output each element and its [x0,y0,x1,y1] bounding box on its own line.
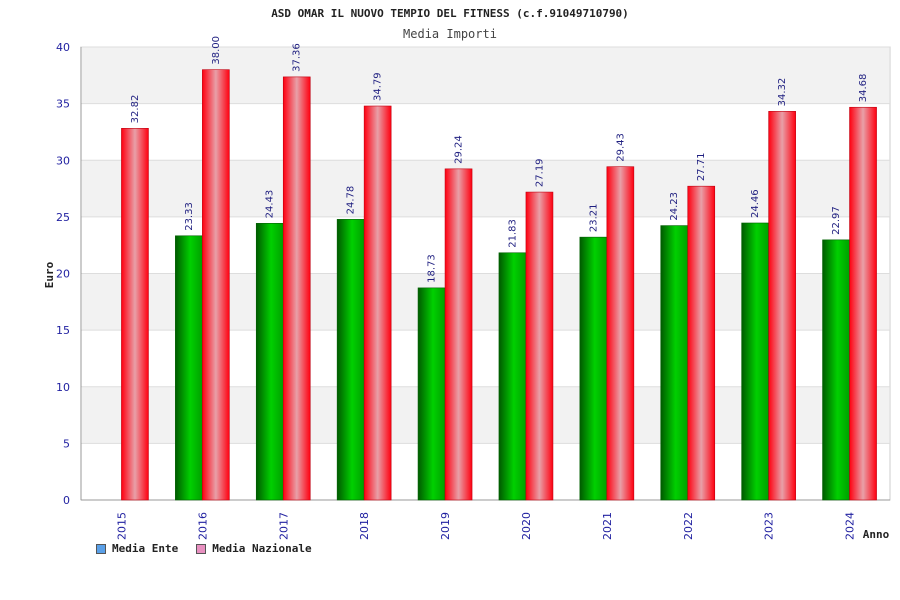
data-label: 34.79 [373,72,384,101]
x-tick-label: 2020 [520,512,533,540]
y-tick-label: 5 [63,437,70,450]
legend-label-nazionale: Media Nazionale [212,542,312,555]
x-tick-label: 2017 [277,512,290,540]
bar-media-ente [822,239,850,501]
x-tick-label: 2022 [682,512,695,540]
data-label: 21.83 [507,219,518,248]
bar-media-ente [498,252,527,501]
data-label: 37.36 [292,43,303,72]
data-label: 24.43 [265,190,276,219]
data-label: 24.46 [750,189,761,218]
y-tick-label: 25 [56,211,70,224]
bar-media-ente [741,222,769,501]
bar-media-nazionale [525,191,554,501]
chart-subtitle: Media Importi [403,27,497,41]
data-label: 38.00 [211,36,222,65]
legend-item-nazionale: Media Nazionale [196,542,312,555]
data-label: 24.23 [669,192,680,221]
bar-media-ente [336,219,365,501]
y-tick-label: 40 [56,41,70,54]
bar-media-ente [579,236,608,501]
legend-swatch-ente [96,543,106,554]
bar-media-nazionale [202,69,230,501]
bar-media-ente [417,287,446,501]
bars: 32.82 23.33 38.00 24.43 37.36 24.78 34.79 18.73… [121,36,877,501]
data-label: 23.21 [588,204,599,233]
y-tick-label: 0 [63,494,70,507]
bar-media-ente [175,235,203,501]
x-tick-label: 2021 [601,512,614,540]
bar-media-nazionale [849,106,877,501]
data-label: 24.78 [346,186,357,215]
bar-media-nazionale [444,168,473,501]
legend-item-ente: Media Ente [96,542,178,555]
y-axis-ticks: 0 5 10 15 20 25 30 35 40 [56,41,70,507]
data-label: 32.82 [130,95,141,124]
data-label: 34.68 [858,74,869,103]
legend: Media Ente Media Nazionale [96,542,312,555]
x-tick-label: 2016 [196,512,209,540]
x-axis-label: Anno [863,528,890,541]
bar-media-nazionale [606,166,635,501]
bar-media-nazionale [768,111,796,501]
legend-swatch-nazionale [196,543,207,554]
y-tick-label: 15 [56,324,70,337]
data-label: 18.73 [427,254,438,283]
y-tick-label: 20 [56,268,70,281]
data-label: 27.71 [696,153,707,182]
data-label: 22.97 [831,206,842,235]
x-tick-label: 2018 [358,512,371,540]
bar-media-nazionale [282,76,311,501]
y-tick-label: 10 [56,381,70,394]
data-label: 34.32 [777,78,788,107]
x-axis-ticks: 2015 2016 2017 2018 2019 2020 2021 2022 2023 2024 [115,512,856,540]
bar-media-ente [660,225,689,501]
bar-media-nazionale [687,185,716,501]
bar-media-nazionale [363,105,392,501]
y-tick-label: 35 [56,98,70,111]
chart-title: ASD OMAR IL NUOVO TEMPIO DEL FITNESS (c.… [271,7,629,20]
y-axis-label: Euro [43,261,56,288]
data-label: 23.33 [184,202,195,231]
x-tick-label: 2015 [115,512,128,540]
x-tick-label: 2024 [844,512,857,540]
bar-media-nazionale [121,128,149,501]
data-label: 27.19 [534,158,545,187]
x-tick-label: 2023 [763,512,776,540]
bar-media-ente [255,223,284,501]
legend-label-ente: Media Ente [112,542,179,555]
data-label: 29.43 [615,133,626,162]
x-tick-label: 2019 [439,512,452,540]
y-tick-label: 30 [56,154,70,167]
data-label: 29.24 [454,135,465,164]
